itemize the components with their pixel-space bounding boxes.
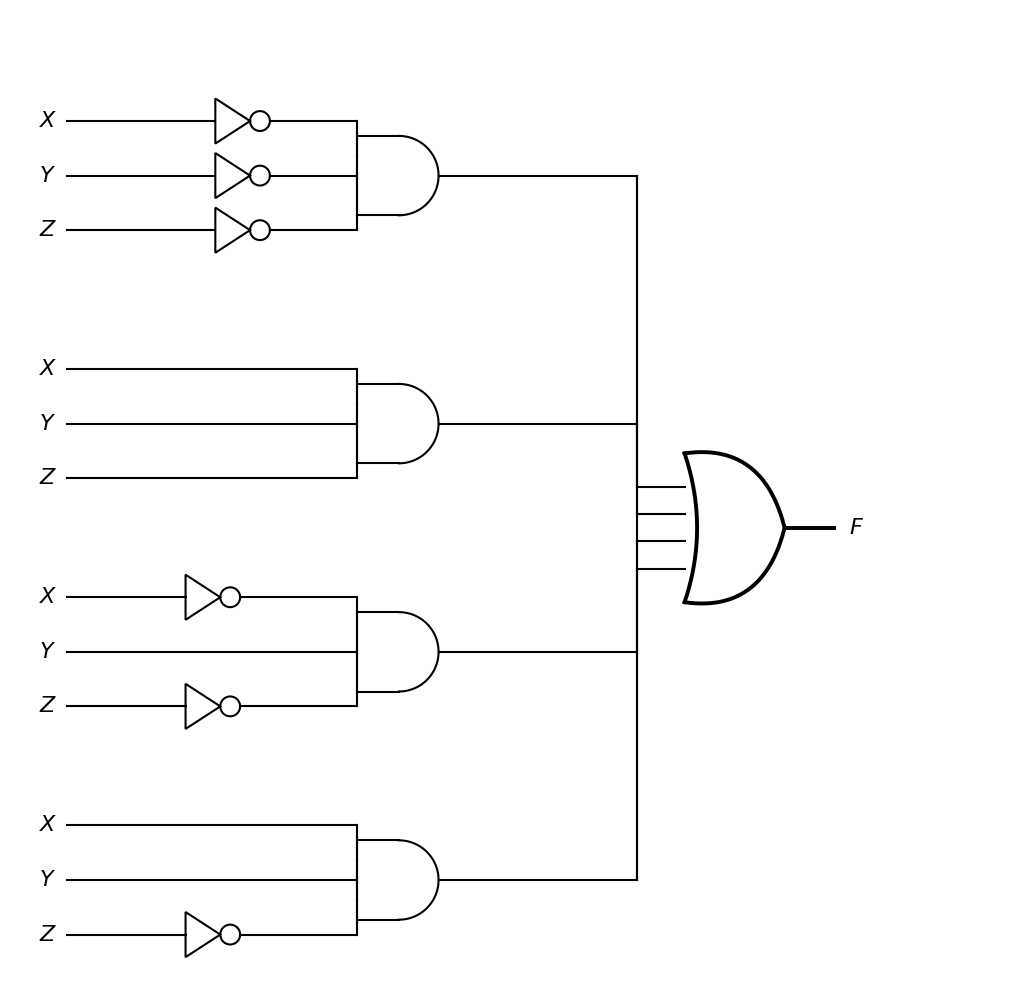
Text: Y: Y	[40, 642, 54, 662]
Text: Z: Z	[40, 696, 55, 716]
Text: X: X	[40, 588, 55, 608]
Text: Y: Y	[40, 166, 54, 185]
Text: Y: Y	[40, 870, 54, 890]
Text: X: X	[40, 111, 55, 131]
Text: X: X	[40, 816, 55, 835]
Text: X: X	[40, 359, 55, 379]
Text: Z: Z	[40, 468, 55, 488]
Text: Z: Z	[40, 925, 55, 945]
Text: F: F	[849, 518, 862, 538]
Text: Z: Z	[40, 220, 55, 240]
Text: Y: Y	[40, 413, 54, 434]
